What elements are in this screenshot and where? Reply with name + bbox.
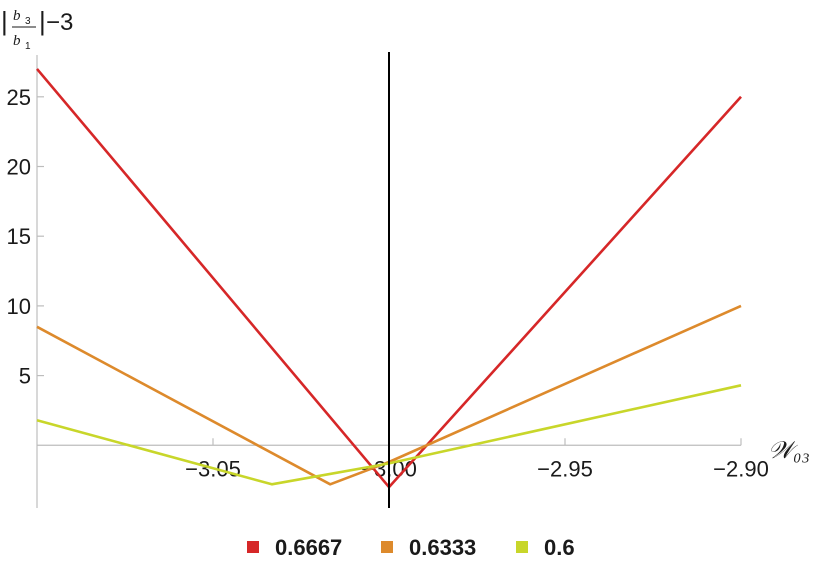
y-axis-label-denominator-sub: 1 — [25, 41, 31, 52]
y-axis-label: | b 3 b 1 | −3 — [1, 6, 73, 53]
y-tick-label: 15 — [7, 224, 31, 249]
x-tick-label: −2.90 — [713, 456, 769, 481]
legend: 0.6667 0.6333 0.6 — [247, 535, 575, 560]
y-tick-label: 10 — [7, 294, 31, 319]
legend-swatch-1 — [381, 541, 393, 553]
legend-label-0: 0.6667 — [275, 535, 342, 560]
y-axis-label-bar-right: | — [39, 6, 46, 36]
y-tick-label: 25 — [7, 85, 31, 110]
x-tick-label: −2.95 — [537, 456, 593, 481]
series-line-2 — [36, 384, 742, 486]
legend-swatch-0 — [247, 541, 259, 553]
legend-label-2: 0.6 — [544, 535, 575, 560]
y-axis-label-numerator-sub: 3 — [25, 16, 31, 27]
y-tick-label: 5 — [19, 364, 31, 389]
legend-label-1: 0.6333 — [409, 535, 476, 560]
legend-swatch-2 — [516, 541, 528, 553]
series-line-1 — [36, 304, 742, 486]
y-axis-label-numerator: b — [13, 8, 21, 24]
y-tick-label: 20 — [7, 155, 31, 180]
y-ticks: 5 10 15 20 25 — [7, 85, 44, 389]
y-axis-label-bar-left: | — [1, 6, 8, 36]
y-axis-label-denominator: b — [13, 33, 21, 49]
x-axis-label: 𝒲₀₃ — [768, 438, 810, 464]
y-axis-label-suffix: −3 — [46, 9, 73, 36]
